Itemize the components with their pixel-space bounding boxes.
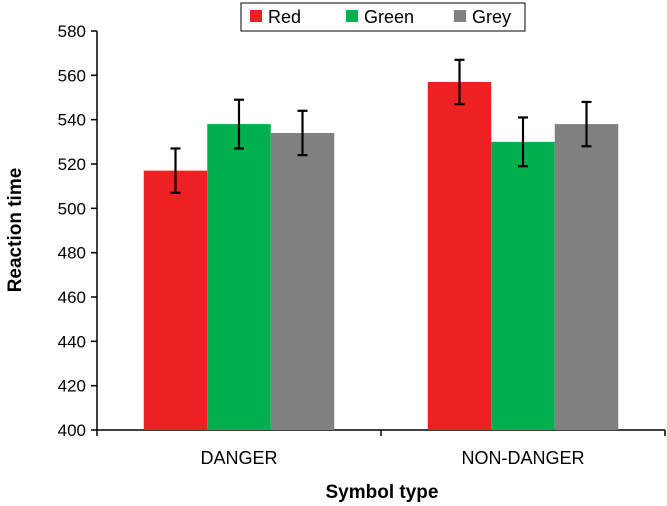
legend-label-green: Green [364,7,414,27]
legend: Red Green Grey [240,2,526,32]
x-tick-label: DANGER [200,448,277,468]
legend-label-red: Red [268,7,301,27]
bar-green-danger [207,124,271,430]
error-bars [170,58,592,194]
y-tick-label: 480 [58,244,86,263]
y-axis-title: Reaction time [5,168,26,293]
bar-grey-danger [270,132,335,430]
bars [143,81,619,431]
x-axis-ticks: DANGER NON-DANGER [96,430,666,468]
legend-box [240,2,526,32]
y-tick-label: 520 [58,155,86,174]
legend-swatch-red [250,10,262,22]
y-tick-label: 400 [58,421,86,440]
bar-red-danger [143,170,208,430]
x-axis-title: Symbol type [326,482,439,503]
bar-red-non-danger [427,81,492,430]
y-axis-ticks: 400 420 440 460 480 500 520 540 560 580 [58,22,97,440]
bar-grey-non-danger [554,124,619,430]
y-tick-label: 460 [58,288,86,307]
legend-swatch-green [346,10,358,22]
y-tick-label: 420 [58,377,86,396]
y-tick-label: 580 [58,22,86,41]
y-tick-label: 540 [58,111,86,130]
legend-label-grey: Grey [472,7,511,27]
y-tick-label: 500 [58,199,86,218]
y-tick-label: 440 [58,332,86,351]
bar-green-non-danger [491,141,555,431]
legend-swatch-grey [454,10,466,22]
y-tick-label: 560 [58,66,86,85]
x-tick-label: NON-DANGER [461,448,584,468]
